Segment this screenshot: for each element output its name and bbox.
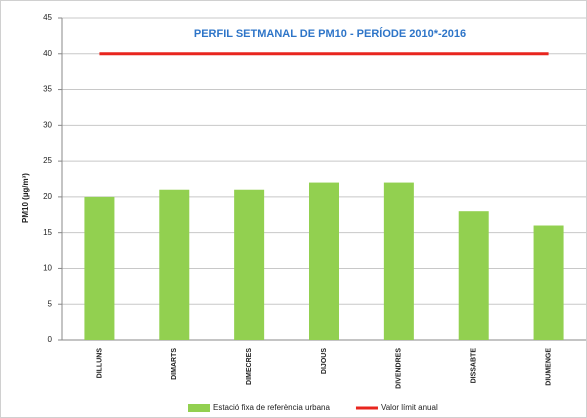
y-axis-label: PM10 (µg/m³)	[21, 173, 30, 223]
x-tick-label: DIMARTS	[171, 348, 178, 380]
legend-label: Estació fixa de referència urbana	[213, 403, 331, 412]
y-tick-label: 30	[43, 120, 52, 129]
legend-label: Valor límit anual	[381, 403, 438, 412]
bar	[383, 182, 414, 340]
x-tick-label: DIVENDRES	[396, 348, 403, 389]
x-tick-label: DIJOUS	[321, 348, 328, 374]
x-tick-label: DISSABTE	[471, 348, 478, 384]
y-tick-label: 10	[43, 264, 52, 273]
y-tick-label: 0	[48, 335, 53, 344]
legend-swatch	[188, 404, 210, 412]
chart-title: PERFIL SETMANAL DE PM10 - PERÍODE 2010*-…	[194, 27, 466, 40]
bar	[458, 211, 489, 340]
y-tick-label: 20	[43, 192, 52, 201]
bar	[159, 189, 190, 340]
x-tick-label: DIMECRES	[246, 348, 253, 385]
y-tick-label: 15	[43, 228, 52, 237]
y-tick-label: 35	[43, 85, 52, 94]
y-tick-label: 5	[48, 299, 53, 308]
y-tick-label: 45	[43, 13, 52, 22]
bar	[309, 182, 339, 340]
bar	[234, 189, 265, 340]
y-tick-label: 25	[43, 156, 52, 165]
bar	[84, 196, 115, 340]
x-tick-label: DIUMENGE	[545, 348, 552, 386]
y-tick-label: 40	[43, 49, 52, 58]
x-tick-label: DILLUNS	[96, 348, 103, 379]
bar	[533, 225, 564, 340]
